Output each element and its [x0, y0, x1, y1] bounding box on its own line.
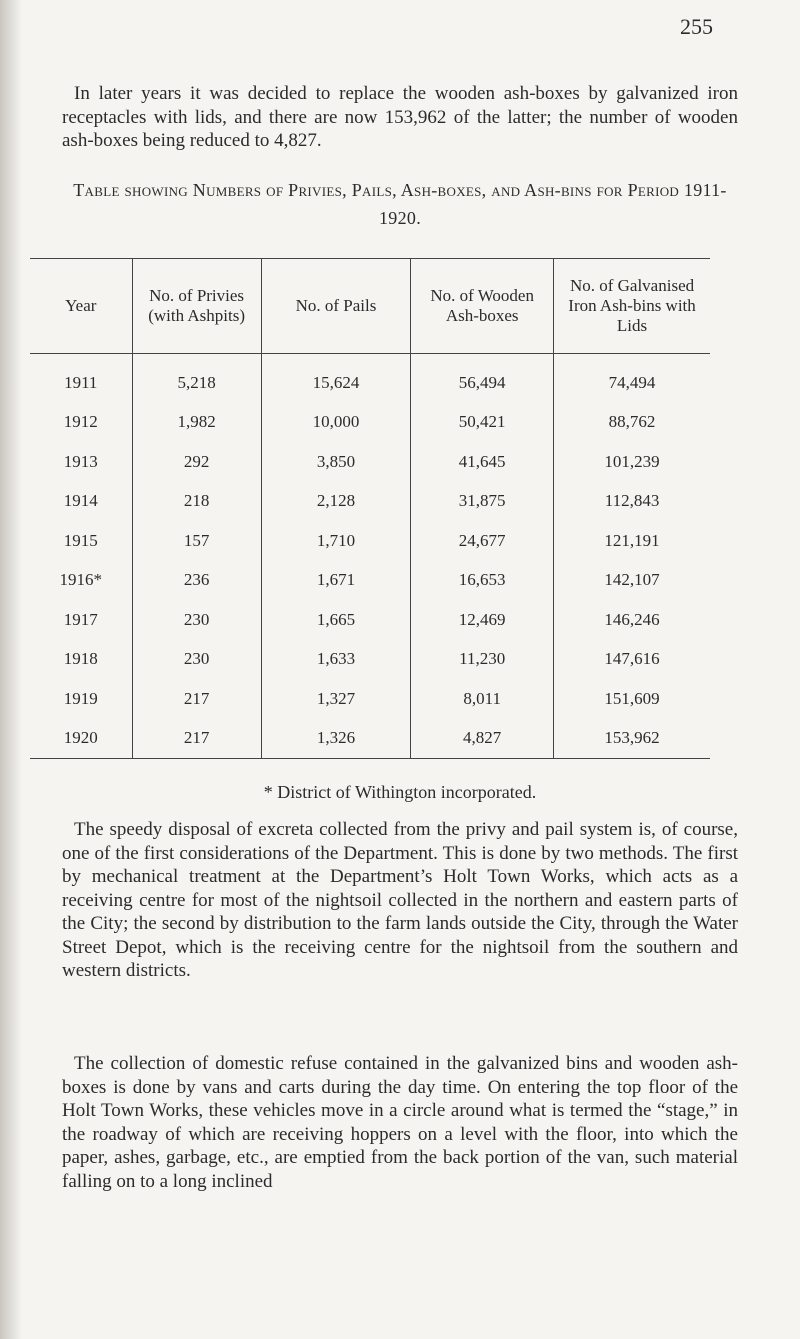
table-cell: 11,230	[410, 639, 554, 679]
table-row: 1916* 236 1,671 16,653 142,107	[30, 560, 710, 600]
table-row: 1915 157 1,710 24,677 121,191	[30, 521, 710, 561]
table-cell: 1912	[63, 412, 98, 432]
table-body: 1911 5,218 15,624 56,494 74,494 1912 1,982 10,0…	[30, 353, 710, 759]
table-cell: 56,494	[410, 353, 554, 403]
paragraph: In later years it was decided to replace…	[62, 83, 738, 151]
table-cell: 112,843	[553, 481, 710, 521]
table-cell: 142,107	[553, 560, 710, 600]
table-row: 1913 292 3,850 41,645 101,239	[30, 442, 710, 482]
table-cell: 15,624	[260, 353, 411, 403]
table-cell: 31,875	[410, 481, 554, 521]
table-row: 1918 230 1,633 11,230 147,616	[30, 639, 710, 679]
table-cell: 1,633	[260, 639, 411, 679]
table-cell: 12,469	[410, 600, 554, 640]
table-cell: 1918	[63, 649, 98, 669]
table-cell: 157	[131, 521, 262, 561]
footnote: * District of Withington incorporated.	[263, 782, 537, 802]
paragraph: The collection of domestic refuse contai…	[62, 1053, 738, 1192]
table-row: 1914 218 2,128 31,875 112,843	[30, 481, 710, 521]
table-cell: 230	[131, 600, 262, 640]
table-row: 1912 1,982 10,000 50,421 88,762	[30, 402, 710, 442]
table-cell: 1920	[30, 718, 132, 759]
column-header: Year	[30, 258, 132, 354]
table-cell: 1,327	[260, 679, 411, 719]
table-cell: 24,677	[410, 521, 554, 561]
table-cell: 217	[131, 718, 262, 759]
table-cell: 1917	[63, 609, 98, 629]
table-cell: 1914	[63, 491, 98, 511]
table-cell: 151,609	[553, 679, 710, 719]
table-cell: 74,494	[553, 353, 710, 403]
table-row: 1917 230 1,665 12,469 146,246	[30, 600, 710, 640]
table-cell: 1,982	[131, 402, 262, 442]
table-cell: 1,665	[260, 600, 411, 640]
table-row: 1920 217 1,326 4,827 153,962	[30, 718, 710, 759]
header-row: Year No. of Privies (with Ashpits) No. of …	[30, 258, 710, 354]
table-cell: 1911	[64, 372, 98, 392]
column-header: No. of Galvanised Iron Ash-bins with Lid…	[553, 258, 710, 354]
table-cell: 41,645	[410, 442, 554, 482]
table-cell: 3,850	[260, 442, 411, 482]
paragraph: The speedy disposal of excreta collected…	[62, 819, 738, 981]
table-row: 1911 5,218 15,624 56,494 74,494	[30, 353, 710, 403]
table-row: 1919 217 1,327 8,011 151,609	[30, 679, 710, 719]
table-cell: 292	[131, 442, 262, 482]
table-cell: 1,671	[260, 560, 411, 600]
column-header: No. of Wooden Ash-boxes	[410, 258, 554, 354]
table-cell: 88,762	[553, 402, 710, 442]
table-cell: 8,011	[410, 679, 554, 719]
table-cell: 1,710	[260, 521, 411, 561]
table-cell: 230	[131, 639, 262, 679]
column-header: No. of Pails	[260, 258, 411, 354]
table-cell: 50,421	[410, 402, 554, 442]
table-title: Table showing Numbers of Privies, Pails,…	[73, 180, 727, 228]
table-cell: 218	[131, 481, 262, 521]
table-cell: 1915	[63, 530, 98, 550]
table-cell: 2,128	[260, 481, 411, 521]
table-cell: 4,827	[410, 718, 554, 759]
table-cell: 153,962	[553, 718, 710, 759]
table-cell: 236	[131, 560, 262, 600]
table-cell: 1919	[63, 688, 98, 708]
table-cell: 147,616	[553, 639, 710, 679]
table-cell: 16,653	[410, 560, 554, 600]
table-cell: 1913	[63, 451, 98, 471]
table-cell: 101,239	[553, 442, 710, 482]
table-cell: 121,191	[553, 521, 710, 561]
table-cell: 1916*	[59, 570, 103, 590]
table-cell: 1,326	[260, 718, 411, 759]
table-cell: 5,218	[131, 353, 262, 403]
table-cell: 217	[131, 679, 262, 719]
table-cell: 146,246	[553, 600, 710, 640]
column-header: No. of Privies (with Ashpits)	[131, 258, 262, 354]
page-edge	[0, 0, 22, 1339]
page-number: 255	[680, 14, 713, 39]
data-table: Year No. of Privies (with Ashpits) No. of …	[30, 258, 710, 759]
table-cell: 10,000	[260, 402, 411, 442]
